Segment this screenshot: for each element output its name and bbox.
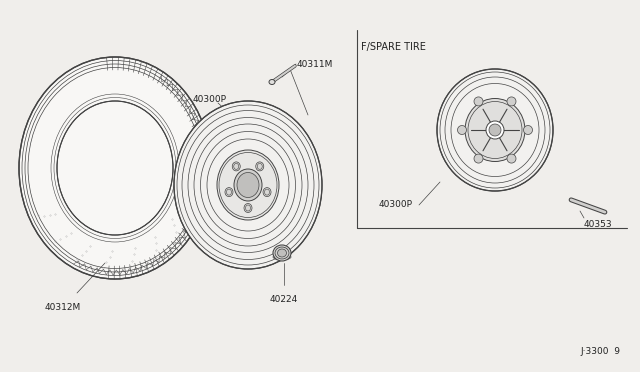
Ellipse shape <box>234 169 262 201</box>
Text: 40300P: 40300P <box>379 200 413 209</box>
Ellipse shape <box>269 80 275 84</box>
Ellipse shape <box>278 249 287 257</box>
Ellipse shape <box>244 203 252 212</box>
Ellipse shape <box>458 125 467 135</box>
Ellipse shape <box>263 187 271 197</box>
Ellipse shape <box>232 162 240 171</box>
Ellipse shape <box>273 245 291 261</box>
Ellipse shape <box>275 247 289 259</box>
Ellipse shape <box>474 154 483 163</box>
Ellipse shape <box>474 97 483 106</box>
Text: 40353: 40353 <box>584 220 612 229</box>
Ellipse shape <box>217 150 279 220</box>
Text: 40312M: 40312M <box>45 303 81 312</box>
Text: F/SPARE TIRE: F/SPARE TIRE <box>361 42 426 52</box>
Ellipse shape <box>465 99 525 161</box>
Text: 40311M: 40311M <box>297 60 333 69</box>
Ellipse shape <box>524 125 532 135</box>
Ellipse shape <box>237 173 259 198</box>
Ellipse shape <box>19 57 211 279</box>
Text: 40224: 40224 <box>270 295 298 304</box>
Ellipse shape <box>225 187 233 197</box>
Ellipse shape <box>507 154 516 163</box>
Ellipse shape <box>57 101 173 235</box>
Ellipse shape <box>486 121 504 139</box>
Ellipse shape <box>507 97 516 106</box>
Ellipse shape <box>273 254 291 260</box>
Ellipse shape <box>489 124 501 136</box>
Ellipse shape <box>256 162 264 171</box>
Text: J·3300  9: J·3300 9 <box>580 347 620 356</box>
Text: 40300P: 40300P <box>193 95 227 104</box>
Ellipse shape <box>437 69 553 191</box>
Ellipse shape <box>174 101 322 269</box>
